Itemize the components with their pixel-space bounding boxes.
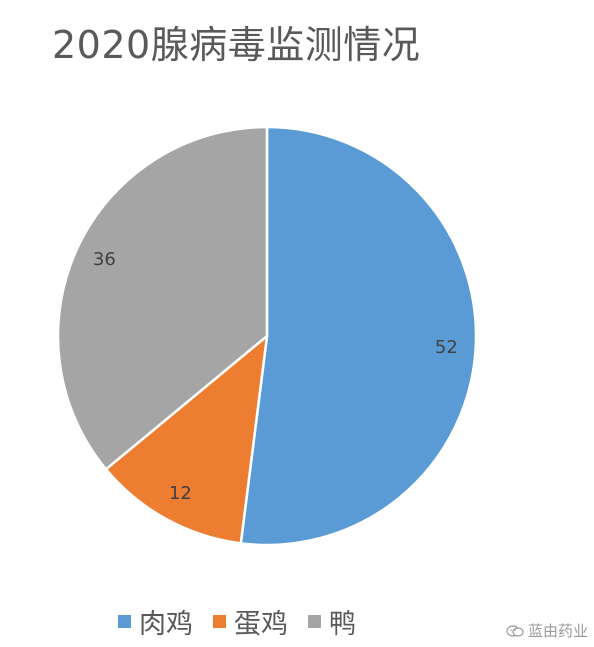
pie-slice-1 [239,125,478,547]
pie-slice-3 [56,125,269,471]
watermark: 蓝由药业 [506,620,588,641]
data-label-1: 52 [435,337,458,358]
legend-swatch-2 [213,615,226,628]
legend-label-1: 肉鸡 [139,609,193,640]
watermark-text: 蓝由药业 [527,622,588,640]
wechat-icon [506,624,524,637]
data-label-2: 12 [169,483,192,504]
legend-label-2: 蛋鸡 [234,609,288,640]
chart-legend: 肉鸡 蛋鸡 鸭 [118,602,376,641]
data-label-3: 36 [93,249,116,270]
legend-label-3: 鸭 [329,609,356,640]
pie-slice-2 [104,334,269,545]
legend-swatch-1 [118,615,131,628]
legend-item-3: 鸭 [308,602,356,641]
legend-swatch-3 [308,615,321,628]
legend-item-2: 蛋鸡 [213,602,288,641]
chart-title: 2020腺病毒监测情况 [52,23,421,67]
legend-item-1: 肉鸡 [118,602,193,641]
